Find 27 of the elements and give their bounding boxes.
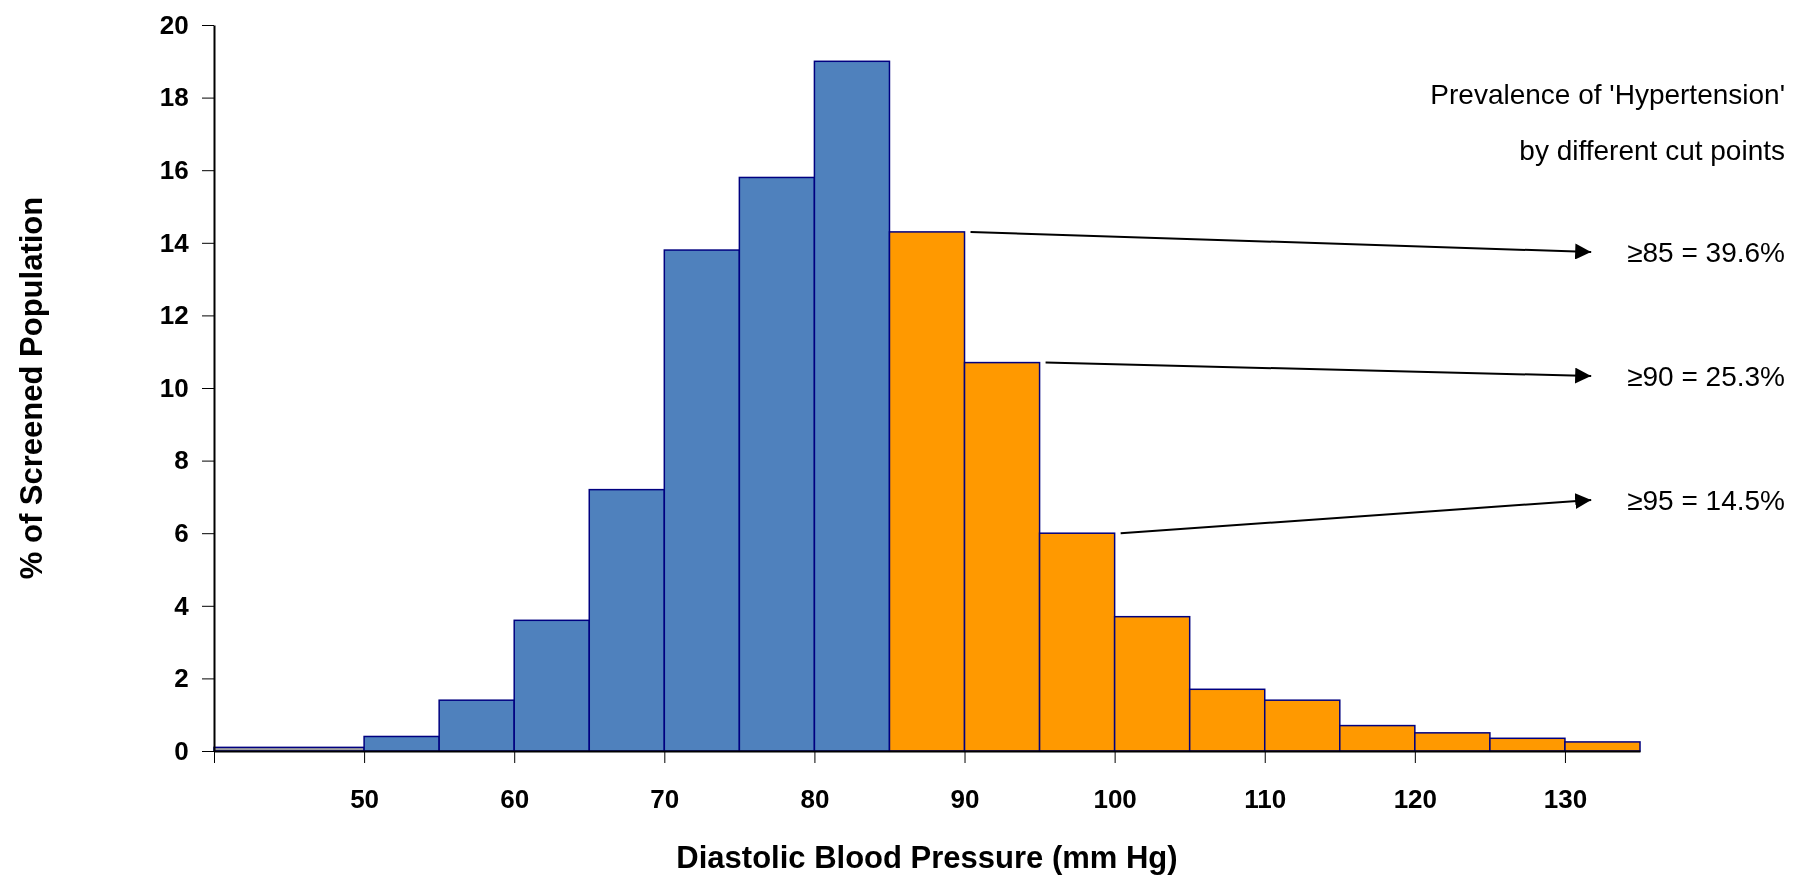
x-tick-label: 90 [950,783,980,814]
annotation: ≥85 = 39.6% [1627,237,1785,268]
annotation: ≥95 = 14.5% [1627,485,1785,516]
y-tick-label: 10 [159,372,189,403]
y-tick-label: 0 [174,735,189,766]
x-tick-label: 70 [650,783,680,814]
x-tick-label: 60 [500,783,530,814]
x-axis-title: Diastolic Blood Pressure (mm Hg) [676,840,1178,875]
y-tick-label: 8 [174,445,189,476]
y-tick-label: 6 [174,518,189,549]
y-tick-label: 16 [159,155,189,186]
y-tick-label: 4 [174,590,190,621]
annotation: by different cut points [1519,135,1785,166]
x-tick-label: 80 [800,783,830,814]
y-axis-title: % of Screened Population [14,196,49,580]
y-tick-label: 14 [159,227,190,258]
x-tick-label: 130 [1543,783,1588,814]
y-tick-label: 20 [159,9,189,40]
y-tick-label: 12 [159,300,189,331]
annotation: ≥90 = 25.3% [1627,361,1785,392]
annotation: Prevalence of 'Hypertension' [1430,79,1785,110]
x-tick-label: 120 [1393,783,1438,814]
y-tick-label: 18 [159,82,189,113]
x-tick-label: 100 [1093,783,1137,814]
y-tick-label: 2 [174,663,189,694]
x-tick-label: 50 [350,783,380,814]
x-tick-label: 110 [1244,783,1287,814]
